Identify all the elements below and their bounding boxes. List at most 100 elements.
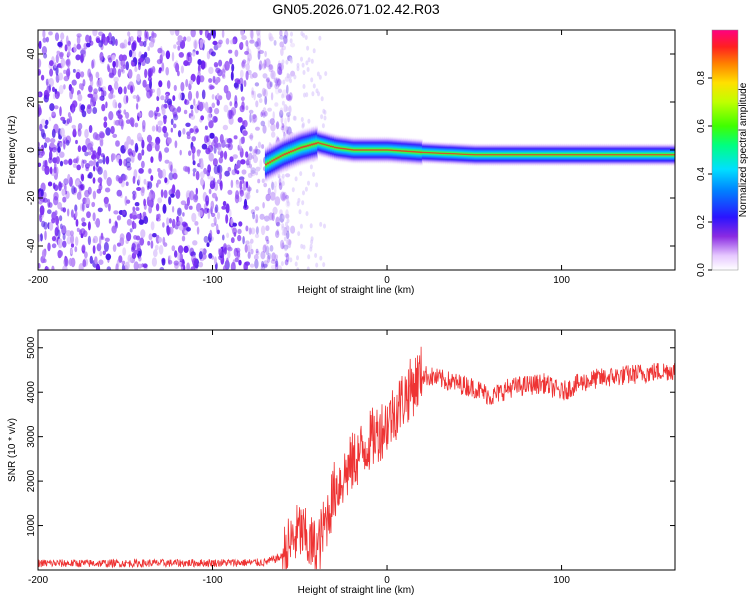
- noise-dot: [307, 57, 311, 63]
- noise-dot: [47, 181, 53, 187]
- noise-dot: [240, 83, 244, 92]
- noise-dot: [285, 213, 290, 219]
- noise-dot: [133, 235, 138, 240]
- noise-dot: [257, 141, 262, 149]
- noise-dot: [280, 126, 285, 131]
- noise-dot: [105, 127, 111, 136]
- noise-dot: [249, 39, 255, 44]
- noise-dot: [303, 92, 306, 98]
- noise-dot: [98, 130, 105, 139]
- noise-dot: [229, 101, 233, 107]
- noise-dot: [51, 243, 57, 249]
- noise-dot: [108, 203, 111, 212]
- noise-dot: [312, 83, 316, 89]
- noise-dot: [230, 237, 235, 244]
- noise-dot: [67, 51, 71, 57]
- carrier-band-segment: [440, 141, 444, 166]
- noise-dot: [318, 74, 322, 80]
- noise-dot: [68, 158, 73, 166]
- noise-dot: [165, 94, 169, 100]
- noise-dot: [244, 191, 249, 201]
- carrier-band-segment: [635, 142, 639, 167]
- noise-dot: [154, 142, 160, 152]
- noise-dot: [108, 72, 115, 79]
- noise-dot: [211, 212, 216, 218]
- noise-dot: [163, 131, 169, 138]
- noise-dot: [63, 257, 69, 267]
- noise-dot: [132, 95, 137, 99]
- spectrogram-y-tick-label: -20: [26, 190, 37, 205]
- noise-dot: [59, 215, 63, 222]
- noise-dot: [226, 257, 229, 266]
- noise-dot: [238, 259, 242, 266]
- noise-dot: [208, 152, 214, 162]
- noise-dot: [272, 206, 278, 215]
- noise-dot: [141, 186, 145, 193]
- noise-dot: [247, 172, 253, 178]
- noise-dot: [285, 253, 290, 263]
- carrier-band-segment: [409, 137, 413, 166]
- noise-dot: [70, 234, 75, 245]
- noise-dot: [146, 31, 149, 40]
- noise-dot: [219, 171, 222, 180]
- carrier-band-segment: [501, 142, 505, 167]
- carrier-band-segment: [275, 139, 278, 178]
- noise-dot: [103, 121, 108, 128]
- carrier-band-segment: [583, 142, 586, 167]
- carrier-band-segment: [620, 142, 624, 167]
- noise-dot: [190, 30, 196, 38]
- noise-dot: [117, 114, 123, 120]
- noise-dot: [162, 125, 168, 134]
- noise-dot: [261, 144, 265, 149]
- noise-dot: [282, 214, 286, 220]
- noise-dot: [74, 204, 78, 212]
- noise-dot: [90, 97, 96, 107]
- noise-dot: [51, 217, 56, 224]
- noise-dot: [216, 211, 221, 220]
- noise-dot: [229, 156, 234, 163]
- noise-dot: [192, 240, 198, 246]
- noise-dot: [278, 182, 283, 191]
- noise-dot: [213, 217, 217, 224]
- noise-dot: [257, 178, 261, 184]
- noise-dot: [261, 63, 267, 70]
- noise-dot: [272, 111, 275, 120]
- noise-dot: [81, 110, 87, 118]
- noise-dot: [151, 142, 156, 149]
- noise-dot: [251, 155, 254, 159]
- noise-dot: [291, 187, 295, 193]
- noise-dot: [229, 57, 233, 65]
- noise-dot: [53, 166, 57, 174]
- noise-dot: [273, 77, 279, 84]
- noise-dot: [318, 35, 322, 41]
- carrier-band-segment: [430, 140, 433, 165]
- noise-dot: [255, 226, 259, 235]
- noise-dot: [233, 247, 239, 257]
- noise-dot: [44, 230, 47, 241]
- noise-dot: [252, 114, 258, 123]
- noise-dot: [177, 45, 181, 51]
- noise-dot: [51, 265, 55, 270]
- noise-dot: [84, 128, 89, 139]
- carrier-band-segment: [342, 134, 346, 164]
- noise-dot: [53, 196, 59, 206]
- snr-x-label: Height of straight line (km): [298, 585, 415, 596]
- noise-dot: [180, 65, 184, 74]
- noise-dot: [268, 212, 274, 221]
- noise-dot: [275, 258, 278, 267]
- noise-dot: [245, 240, 250, 245]
- noise-dot: [198, 251, 203, 260]
- noise-dot: [251, 90, 255, 96]
- carrier-band-segment: [461, 142, 465, 167]
- noise-dot: [285, 194, 289, 200]
- noise-dot: [186, 134, 191, 140]
- noise-dot: [268, 64, 273, 70]
- noise-dot: [179, 149, 182, 156]
- carrier-band-segment: [378, 135, 381, 165]
- noise-dot: [269, 81, 273, 88]
- noise-dot: [81, 145, 87, 153]
- noise-dot: [242, 236, 245, 245]
- noise-dot: [231, 169, 237, 176]
- noise-dot: [156, 87, 161, 98]
